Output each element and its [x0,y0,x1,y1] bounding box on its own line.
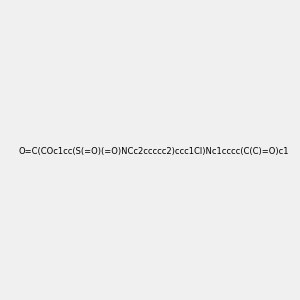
Text: O=C(COc1cc(S(=O)(=O)NCc2ccccc2)ccc1Cl)Nc1cccc(C(C)=O)c1: O=C(COc1cc(S(=O)(=O)NCc2ccccc2)ccc1Cl)Nc… [19,147,289,156]
